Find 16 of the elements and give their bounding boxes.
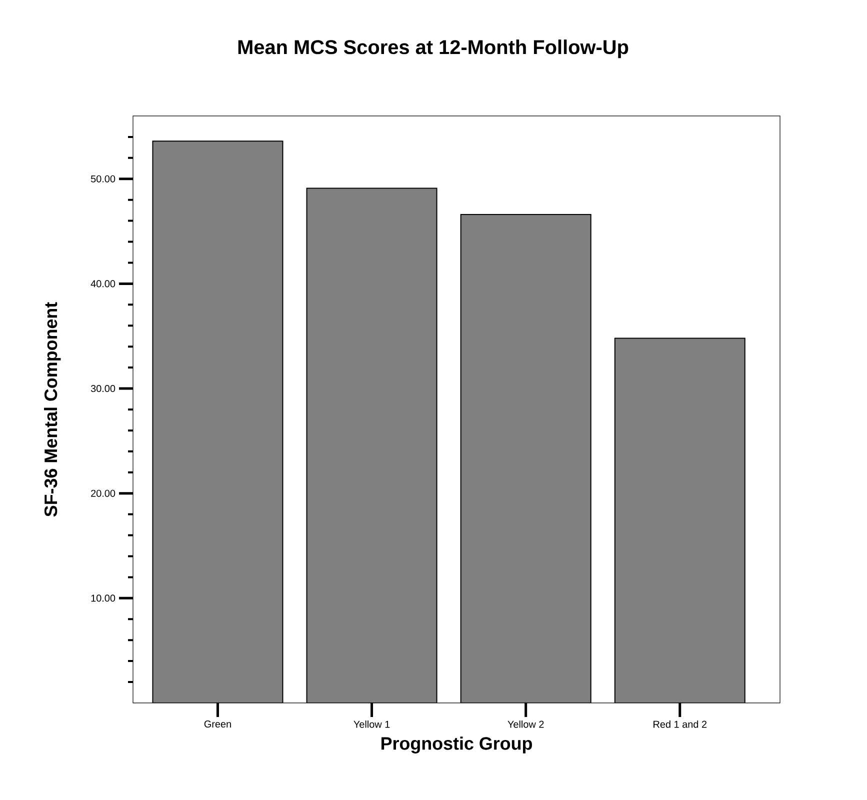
bar xyxy=(460,214,591,703)
y-axis-title: SF-36 Mental Component xyxy=(44,302,61,517)
bar xyxy=(614,338,746,703)
y-tick-label: 20.00 xyxy=(91,490,116,497)
x-tick-label: Yellow 1 xyxy=(354,720,390,728)
y-tick-label: 40.00 xyxy=(90,280,116,288)
chart-title: Mean MCS Scores at 12-Month Follow-Up xyxy=(238,40,628,58)
x-tick-label: Red 1 and 2 xyxy=(654,720,707,728)
x-tick-label: Yellow 2 xyxy=(508,720,544,728)
x-axis-title: Prognostic Group xyxy=(381,736,532,754)
x-tick-label: Green xyxy=(204,720,231,728)
bar xyxy=(152,141,283,703)
y-tick-label: 30.00 xyxy=(90,384,116,392)
y-tick-label: 10.00 xyxy=(91,594,116,602)
y-tick-label: 50.00 xyxy=(90,175,116,182)
bar xyxy=(306,188,437,703)
